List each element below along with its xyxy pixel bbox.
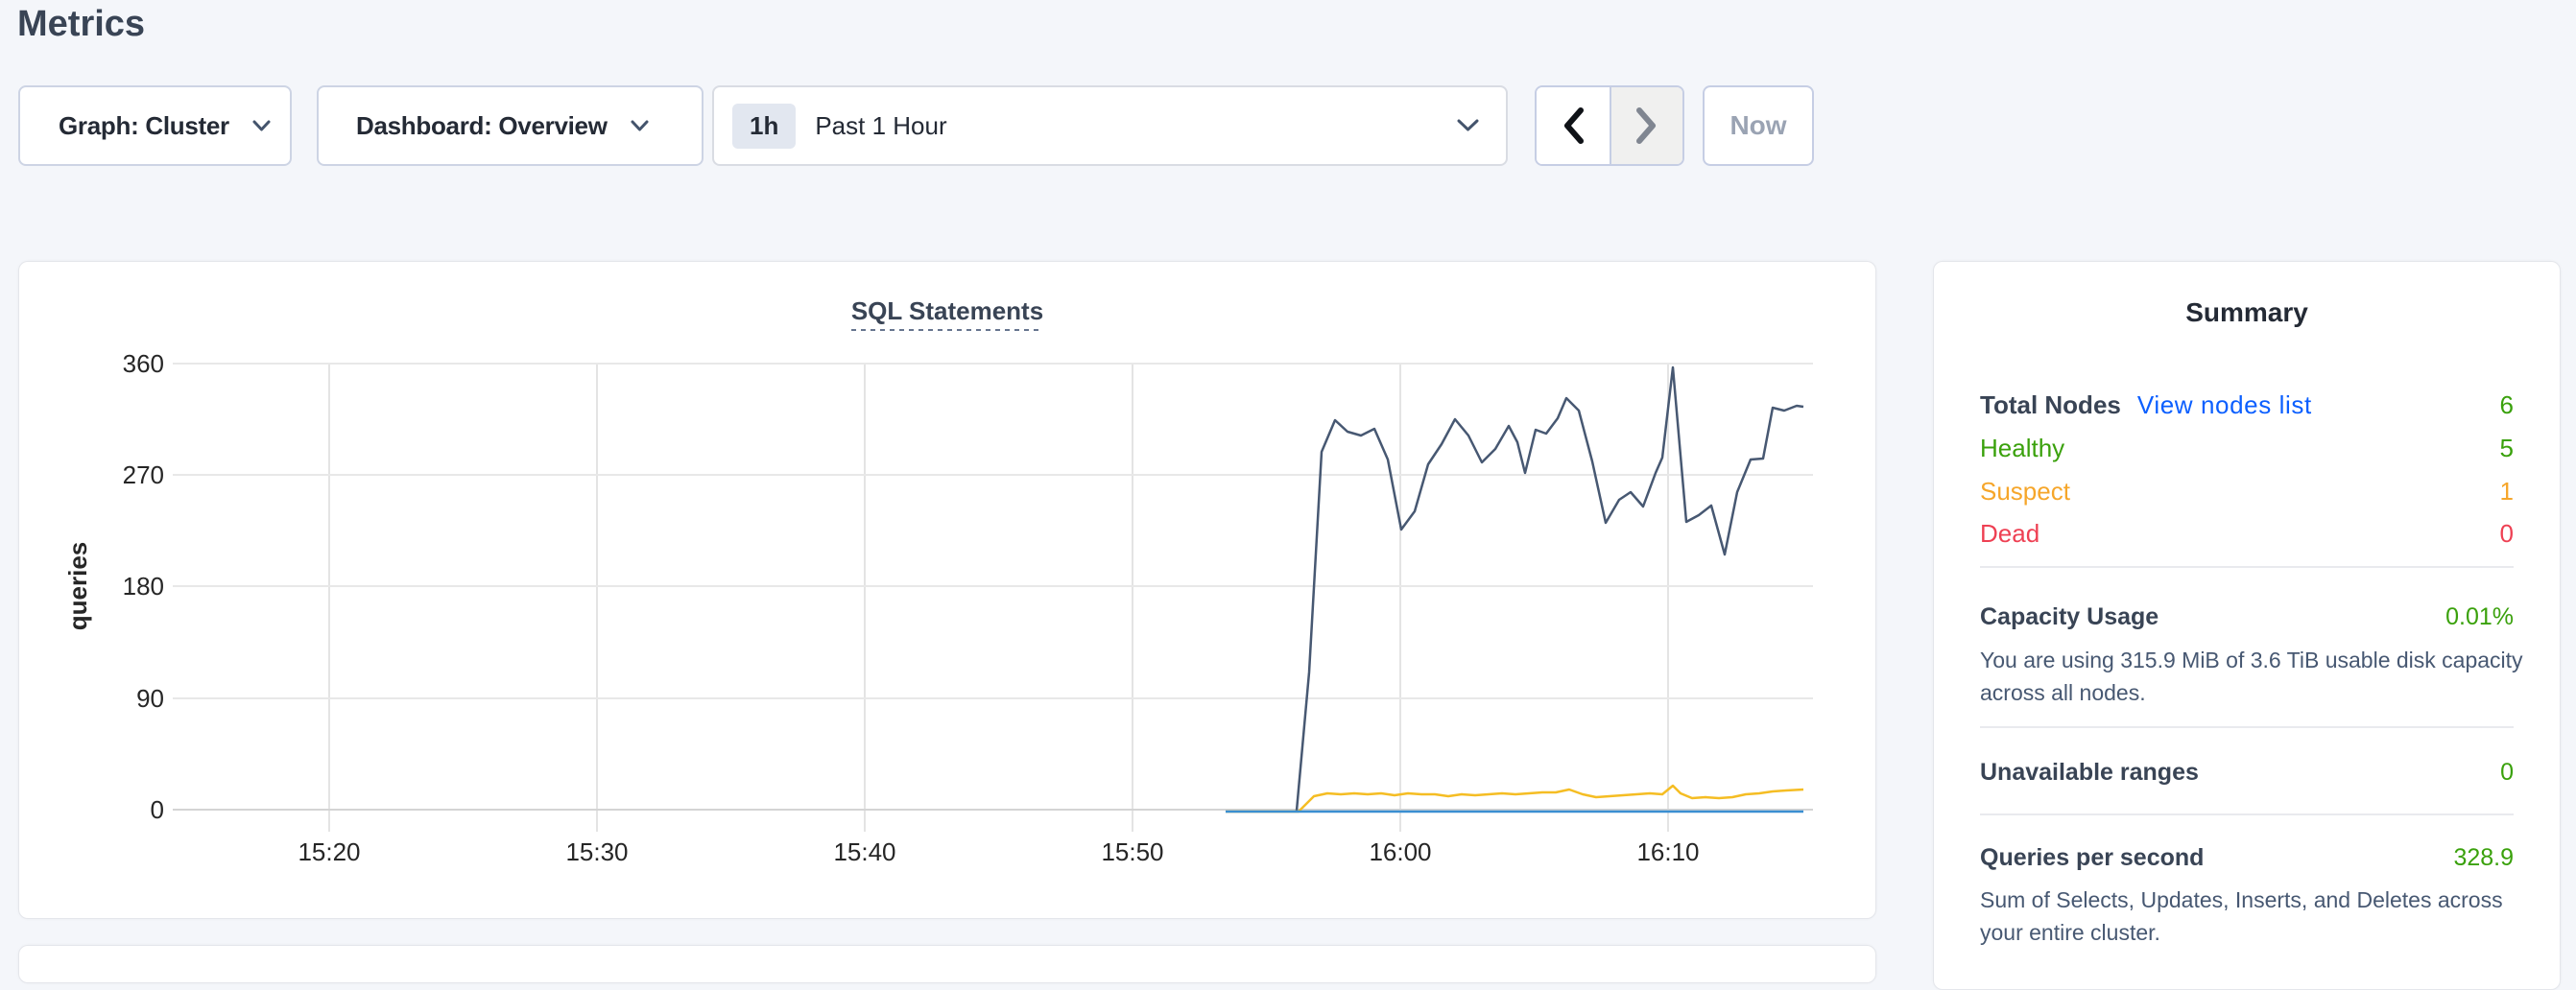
- svg-text:15:40: 15:40: [833, 837, 895, 866]
- svg-text:16:00: 16:00: [1369, 837, 1431, 866]
- svg-text:queries: queries: [63, 542, 92, 631]
- svg-text:0: 0: [151, 795, 164, 824]
- svg-text:16:10: 16:10: [1636, 837, 1699, 866]
- svg-text:15:20: 15:20: [298, 837, 360, 866]
- svg-text:180: 180: [123, 572, 164, 601]
- svg-text:360: 360: [123, 349, 164, 378]
- svg-text:90: 90: [136, 684, 164, 713]
- svg-text:15:50: 15:50: [1101, 837, 1163, 866]
- svg-text:15:30: 15:30: [565, 837, 628, 866]
- svg-text:270: 270: [123, 460, 164, 489]
